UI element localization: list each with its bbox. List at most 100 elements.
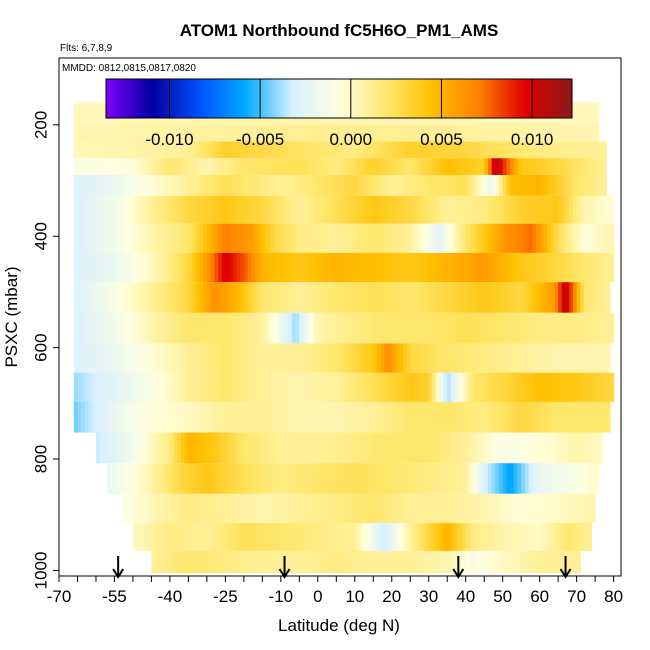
heatmap-cell: [373, 550, 378, 574]
heatmap-cell: [236, 493, 241, 524]
colorbar-swatch: [524, 79, 527, 118]
colorbar-swatch: [134, 79, 137, 118]
heatmap-cell: [543, 401, 548, 433]
heatmap-cell: [236, 401, 241, 433]
heatmap-cell: [103, 174, 108, 196]
y-tick-label: 1000: [31, 552, 50, 590]
heatmap-cell: [188, 282, 193, 313]
heatmap-cell: [251, 343, 256, 373]
heatmap-cell: [399, 195, 404, 224]
heatmap-cell: [376, 158, 382, 175]
heatmap-cell: [336, 141, 341, 159]
heatmap-cell: [569, 223, 574, 253]
heatmap-cell: [132, 158, 138, 175]
heatmap-cell: [417, 343, 422, 373]
heatmap-cell: [229, 343, 234, 373]
heatmap-cell: [469, 141, 474, 159]
heatmap-cell: [421, 158, 426, 175]
heatmap-cell: [232, 141, 238, 159]
heatmap-cell: [229, 141, 234, 159]
heatmap-cell: [147, 223, 153, 253]
heatmap-cell: [428, 141, 434, 159]
heatmap-cell: [591, 372, 596, 402]
heatmap-cell: [547, 282, 552, 313]
heatmap-cell: [558, 523, 563, 551]
heatmap-cell: [558, 372, 563, 402]
heatmap-cell: [495, 343, 500, 373]
heatmap-cell: [314, 432, 319, 464]
heatmap-cell: [554, 523, 559, 551]
heatmap-cell: [351, 493, 356, 524]
heatmap-cell: [454, 174, 459, 196]
heatmap-cell: [151, 141, 156, 159]
heatmap-cell: [380, 372, 385, 402]
heatmap-cell: [299, 463, 304, 494]
heatmap-cell: [454, 124, 459, 142]
colorbar-swatch: [256, 79, 259, 118]
heatmap-cell: [391, 282, 397, 313]
heatmap-cell: [254, 174, 260, 196]
heatmap-cell: [547, 523, 552, 551]
heatmap-cell: [473, 223, 478, 253]
heatmap-cell: [580, 343, 585, 373]
heatmap-cell: [502, 463, 507, 494]
heatmap-cell: [498, 195, 504, 224]
heatmap-cell: [314, 401, 319, 433]
heatmap-cell: [458, 432, 463, 464]
heatmap-cell: [206, 463, 212, 494]
colorbar-swatch: [432, 79, 435, 118]
heatmap-cell: [262, 174, 267, 196]
heatmap-cell: [535, 463, 541, 494]
heatmap-cell: [73, 401, 79, 433]
heatmap-cell: [328, 282, 334, 313]
heatmap-cell: [476, 372, 482, 402]
heatmap-cell: [118, 372, 123, 402]
heatmap-cell: [336, 523, 341, 551]
heatmap-cell: [535, 158, 541, 175]
heatmap-cell: [306, 158, 312, 175]
colorbar-swatch: [454, 79, 457, 118]
heatmap-cell: [214, 312, 219, 344]
dates-label: MMDD: 0812,0815,0817,0820: [62, 63, 196, 74]
colorbar-swatch: [272, 79, 275, 118]
heatmap-cell: [343, 550, 348, 574]
heatmap-cell: [565, 158, 570, 175]
heatmap-cell: [195, 223, 201, 253]
heatmap-cell: [147, 195, 153, 224]
heatmap-cell: [192, 493, 197, 524]
colorbar-swatch: [146, 79, 149, 118]
heatmap-cell: [510, 463, 515, 494]
heatmap-cell: [343, 401, 348, 433]
heatmap-cell: [277, 124, 282, 142]
heatmap-cell: [376, 252, 382, 283]
heatmap-cell: [565, 282, 570, 313]
heatmap-cell: [192, 523, 197, 551]
heatmap-cell: [251, 463, 256, 494]
heatmap-cell: [447, 282, 452, 313]
heatmap-cell: [192, 158, 197, 175]
colorbar-swatch: [150, 79, 153, 118]
heatmap-cell: [303, 550, 308, 574]
colorbar-swatch: [114, 79, 117, 118]
heatmap-cell: [155, 523, 160, 551]
heatmap-cell: [351, 401, 356, 433]
heatmap-cell: [572, 312, 578, 344]
heatmap-cell: [476, 401, 482, 433]
heatmap-cell: [598, 252, 604, 283]
heatmap-cell: [476, 550, 482, 574]
heatmap-cell: [299, 158, 304, 175]
heatmap-cell: [147, 141, 153, 159]
heatmap-cell: [107, 223, 112, 253]
heatmap-cell: [206, 432, 212, 464]
heatmap-cell: [598, 343, 604, 373]
heatmap-cell: [358, 223, 363, 253]
heatmap-cell: [358, 401, 363, 433]
colorbar-swatch: [312, 79, 315, 118]
heatmap-cell: [591, 124, 596, 142]
heatmap-cell: [181, 124, 186, 142]
heatmap-cell: [517, 223, 522, 253]
heatmap-cell: [343, 343, 348, 373]
heatmap-cell: [88, 158, 93, 175]
heatmap-cell: [443, 252, 448, 283]
colorbar-swatch: [564, 79, 567, 118]
